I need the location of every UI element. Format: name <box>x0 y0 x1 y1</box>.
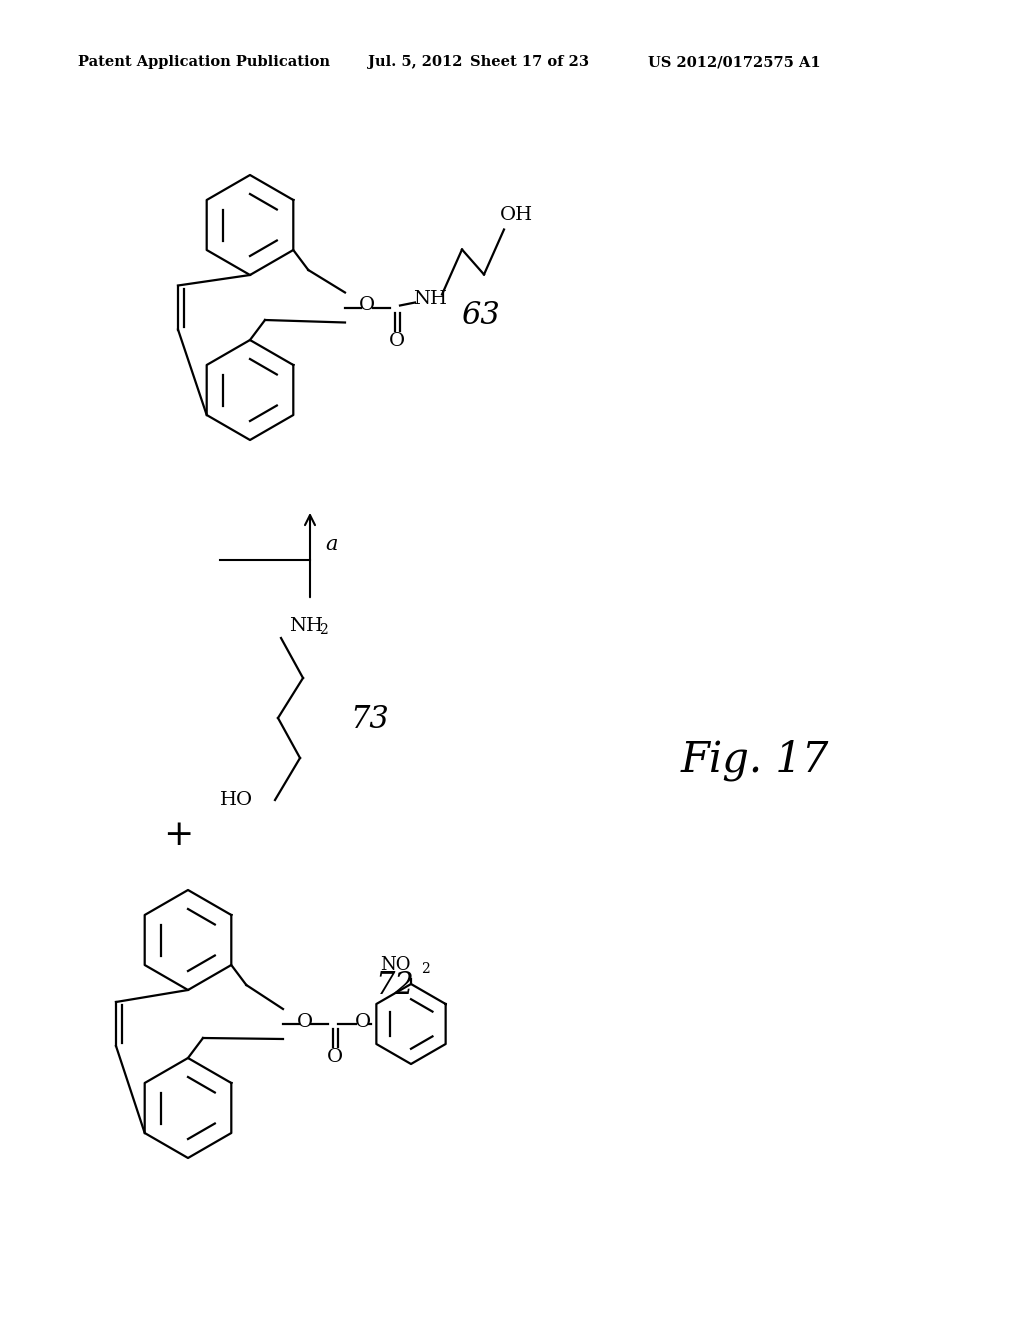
Text: 2: 2 <box>319 623 328 638</box>
Text: O: O <box>327 1048 343 1067</box>
Text: Jul. 5, 2012: Jul. 5, 2012 <box>368 55 463 69</box>
Text: 73: 73 <box>350 705 389 735</box>
Text: 72: 72 <box>376 969 415 1001</box>
Text: HO: HO <box>220 791 253 809</box>
Text: Sheet 17 of 23: Sheet 17 of 23 <box>470 55 589 69</box>
Text: O: O <box>297 1012 313 1031</box>
Text: NH: NH <box>289 616 323 635</box>
Text: OH: OH <box>500 206 532 223</box>
Text: O: O <box>355 1012 371 1031</box>
Text: NO: NO <box>381 956 411 974</box>
Text: Patent Application Publication: Patent Application Publication <box>78 55 330 69</box>
Text: NH: NH <box>413 290 447 309</box>
Text: Fig. 17: Fig. 17 <box>681 739 829 781</box>
Text: a: a <box>325 536 338 554</box>
Text: O: O <box>359 297 375 314</box>
Text: 2: 2 <box>421 962 430 975</box>
Text: +: + <box>163 818 194 851</box>
Text: US 2012/0172575 A1: US 2012/0172575 A1 <box>648 55 820 69</box>
Text: 63: 63 <box>461 300 500 330</box>
Text: O: O <box>389 331 406 350</box>
